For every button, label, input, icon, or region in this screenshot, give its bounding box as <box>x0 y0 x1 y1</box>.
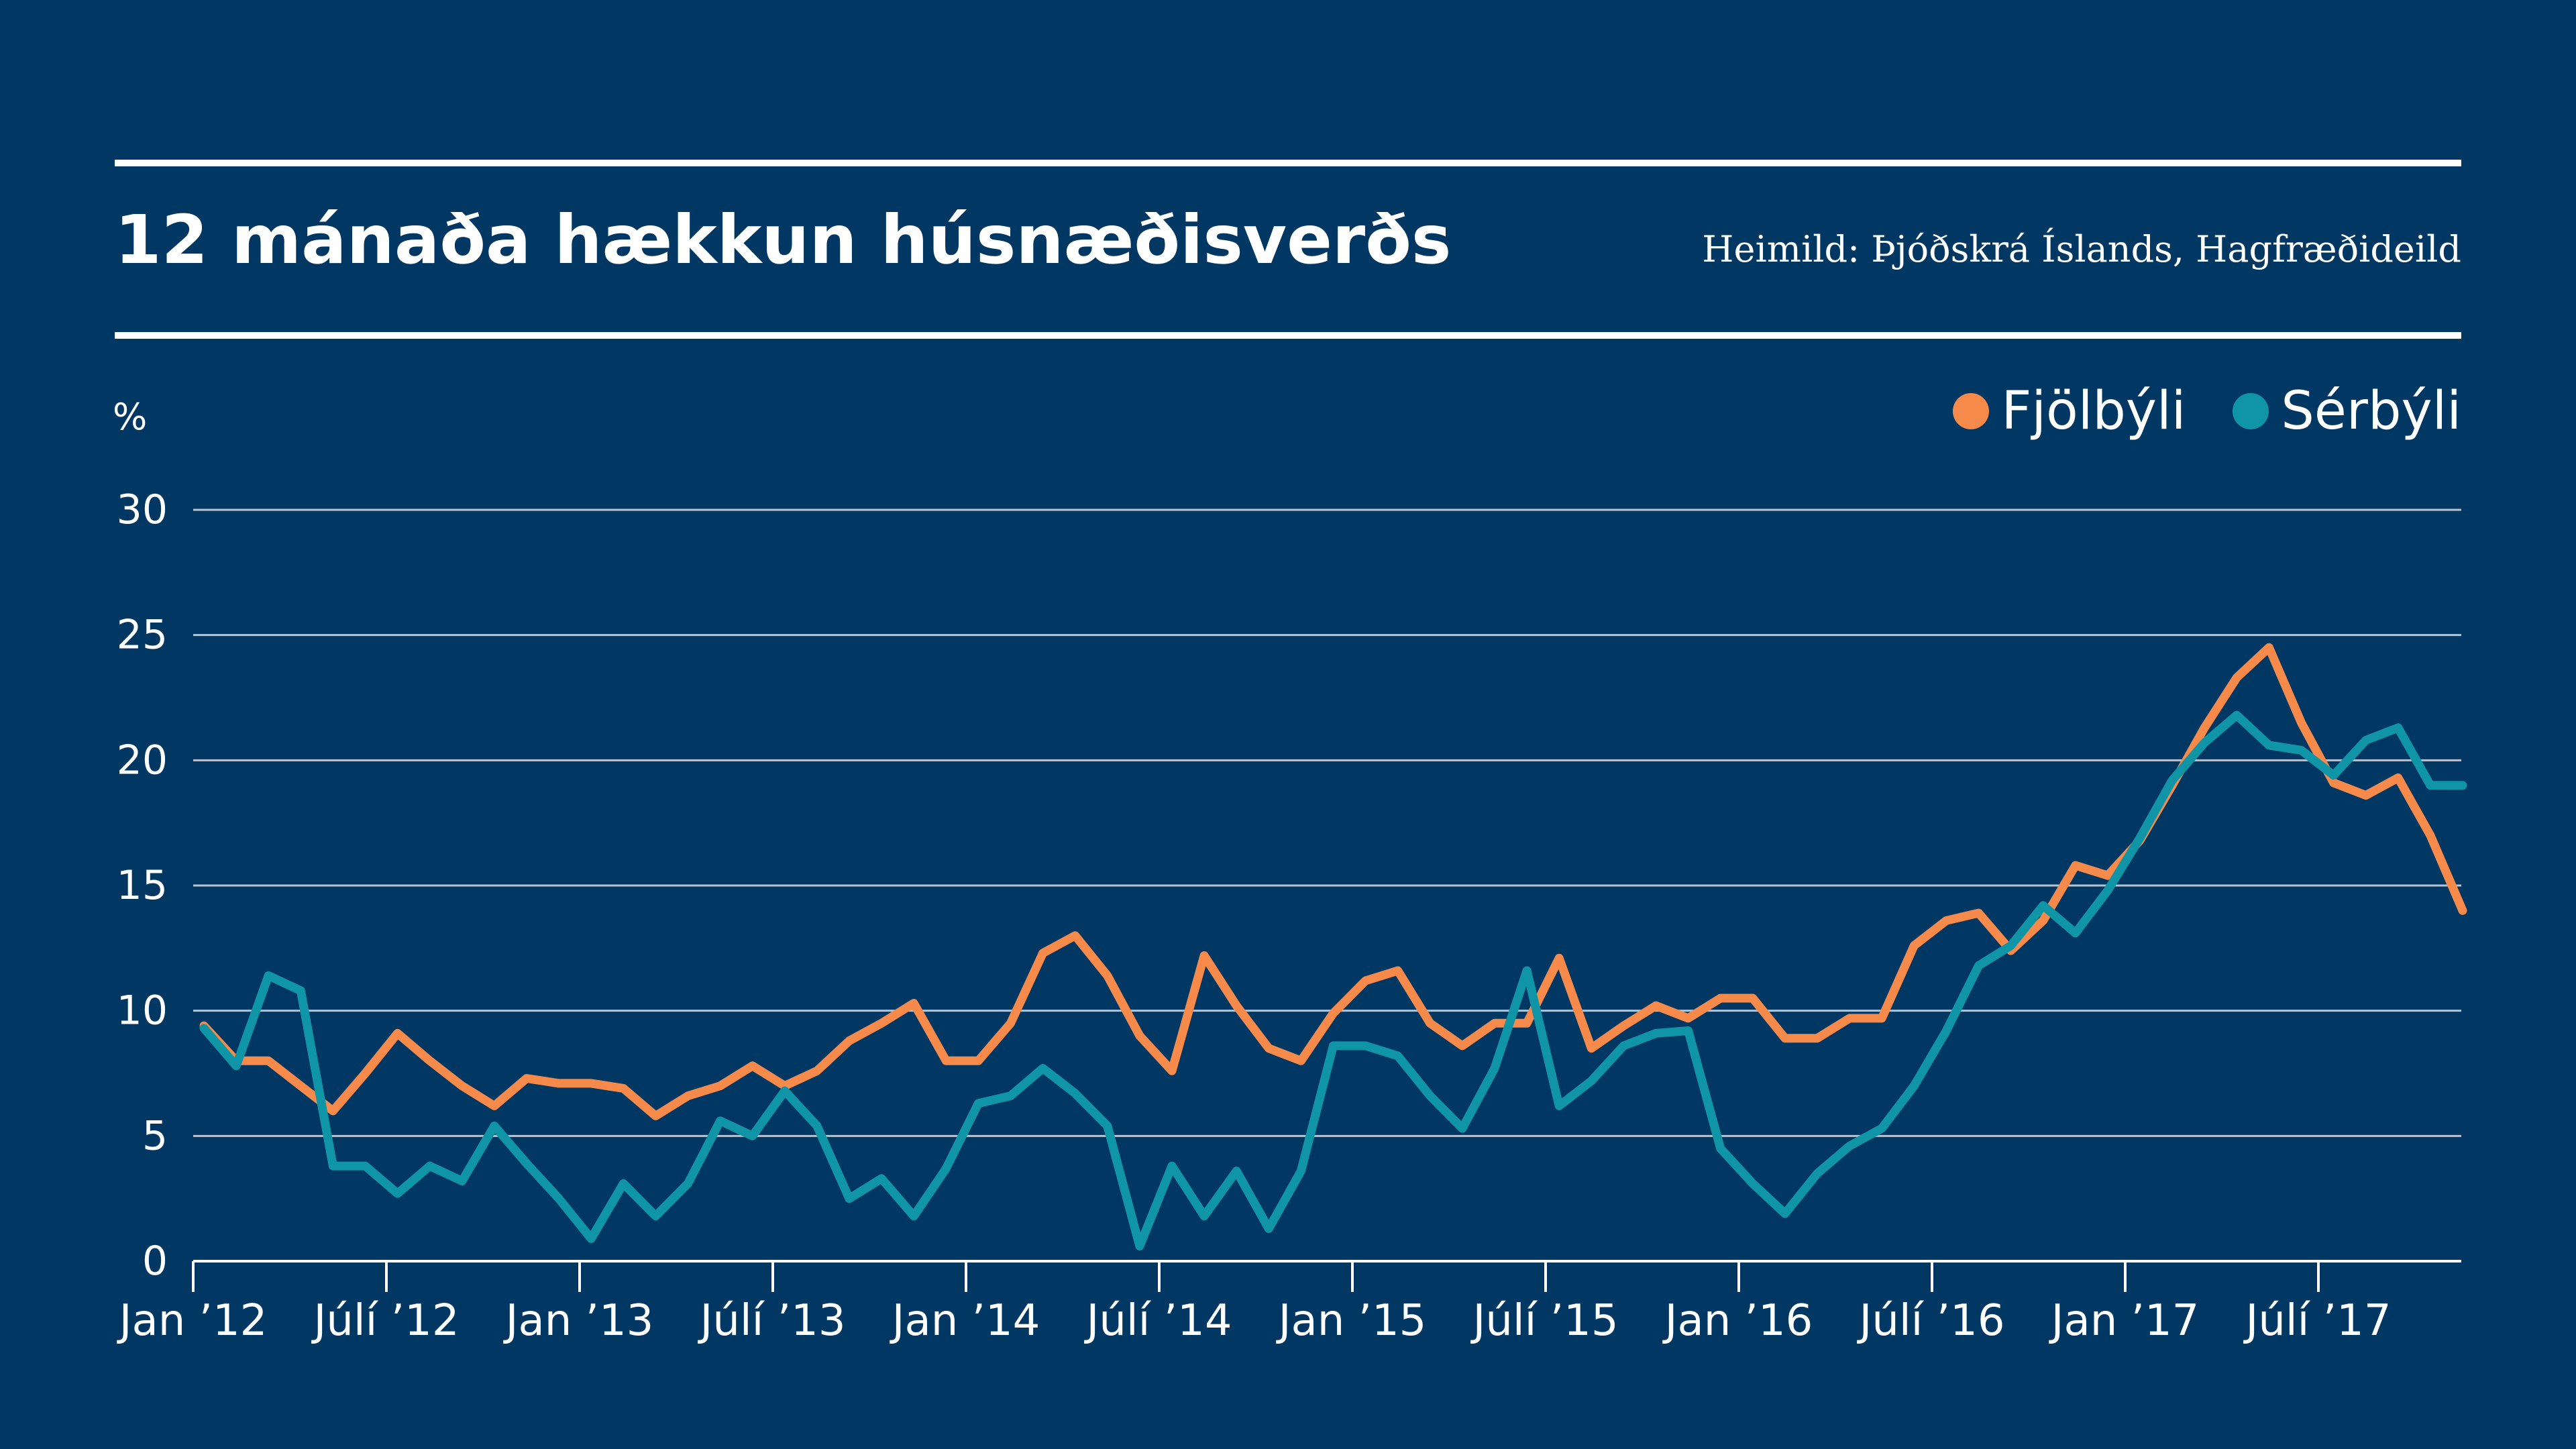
x-tick-label-11: Júlí ’17 <box>2243 1296 2391 1346</box>
y-tick-label-25: 25 <box>117 612 168 659</box>
x-tick-label-3: Júlí ’13 <box>697 1296 845 1346</box>
series-line-serbyli <box>199 710 2467 1251</box>
legend-label-fjolbyli: Fjölbýli <box>2001 381 2186 441</box>
x-tick-label-5: Júlí ’14 <box>1083 1296 1232 1346</box>
chart-title: 12 mánaða hækkun húsnæðisverðs <box>115 201 1452 279</box>
source-note: Heimild: Þjóðskrá Íslands, Hagfræðideild <box>1702 228 2461 270</box>
legend-item-serbyli: Sérbýli <box>2233 381 2461 441</box>
x-tick-label-8: Jan ’16 <box>1662 1296 1813 1346</box>
legend-item-fjolbyli: Fjölbýli <box>1953 381 2186 441</box>
x-tick-label-4: Jan ’14 <box>890 1296 1040 1346</box>
series-line-fjolbyli <box>199 643 2467 1120</box>
x-tick-label-7: Júlí ’15 <box>1470 1296 1618 1346</box>
x-tick-label-0: Jan ’12 <box>117 1296 268 1346</box>
y-tick-label-15: 15 <box>117 862 168 909</box>
x-tick-label-10: Jan ’17 <box>2049 1296 2200 1346</box>
y-tick-label-10: 10 <box>117 987 168 1034</box>
x-tick-label-9: Júlí ’16 <box>1856 1296 2004 1346</box>
y-tick-label-5: 5 <box>142 1112 168 1159</box>
x-tick-label-1: Júlí ’12 <box>311 1296 459 1346</box>
legend-swatch-fjolbyli <box>1953 393 1990 429</box>
legend-swatch-serbyli <box>2233 393 2269 429</box>
y-tick-label-30: 30 <box>117 486 168 533</box>
y-tick-label-20: 20 <box>117 737 168 784</box>
x-tick-label-6: Jan ’15 <box>1276 1296 1427 1346</box>
bottom-rule <box>115 332 2461 339</box>
top-rule <box>115 160 2461 166</box>
y-tick-label-0: 0 <box>142 1238 168 1285</box>
legend: Fjölbýli Sérbýli <box>1906 381 2461 441</box>
legend-label-serbyli: Sérbýli <box>2281 381 2461 441</box>
x-tick-label-2: Jan ’13 <box>503 1296 654 1346</box>
y-unit-label: % <box>113 396 148 438</box>
